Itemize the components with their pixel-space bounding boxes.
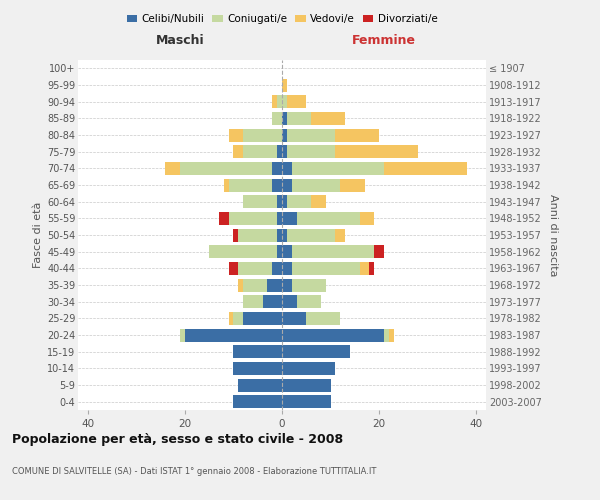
Bar [311,112,345,125]
Bar [272,162,282,175]
Bar [233,362,282,375]
Bar [238,262,272,275]
Bar [229,128,243,141]
Bar [282,278,292,291]
Bar [282,378,331,392]
Bar [282,295,296,308]
Bar [282,95,287,108]
Bar [335,228,345,241]
Bar [243,312,282,325]
Bar [277,195,282,208]
Legend: Celibi/Nubili, Coniugati/e, Vedovi/e, Divorziati/e: Celibi/Nubili, Coniugati/e, Vedovi/e, Di… [122,10,442,29]
Bar [233,395,282,408]
Text: Maschi: Maschi [155,34,205,46]
Bar [238,378,282,392]
Bar [282,328,384,342]
Bar [306,312,340,325]
Bar [277,145,282,158]
Bar [282,245,292,258]
Bar [292,245,374,258]
Bar [166,162,180,175]
Bar [282,395,331,408]
Bar [277,245,282,258]
Bar [282,262,292,275]
Bar [219,212,229,225]
Bar [224,178,229,192]
Bar [282,195,287,208]
Bar [180,162,272,175]
Bar [374,245,384,258]
Bar [229,262,238,275]
Y-axis label: Fasce di età: Fasce di età [32,202,43,268]
Bar [243,128,282,141]
Bar [282,228,287,241]
Bar [287,112,311,125]
Bar [263,295,282,308]
Bar [311,195,326,208]
Bar [272,112,282,125]
Bar [287,95,306,108]
Bar [233,312,243,325]
Bar [243,278,268,291]
Bar [282,112,287,125]
Bar [282,145,287,158]
Bar [180,328,185,342]
Bar [238,228,277,241]
Bar [209,245,277,258]
Bar [229,178,272,192]
Text: Popolazione per età, sesso e stato civile - 2008: Popolazione per età, sesso e stato civil… [12,432,343,446]
Bar [268,278,282,291]
Bar [389,328,394,342]
Bar [233,345,282,358]
Bar [370,262,374,275]
Bar [185,328,282,342]
Bar [287,228,335,241]
Bar [272,178,282,192]
Bar [243,295,263,308]
Bar [277,228,282,241]
Bar [282,345,350,358]
Bar [277,212,282,225]
Bar [292,262,360,275]
Bar [335,145,418,158]
Bar [282,362,335,375]
Bar [360,262,370,275]
Bar [292,162,384,175]
Bar [282,162,292,175]
Bar [229,212,277,225]
Bar [384,328,389,342]
Bar [229,312,233,325]
Bar [243,195,277,208]
Bar [282,312,306,325]
Y-axis label: Anni di nascita: Anni di nascita [548,194,559,276]
Bar [238,278,243,291]
Bar [296,295,321,308]
Bar [282,212,296,225]
Bar [233,145,243,158]
Bar [272,262,282,275]
Bar [292,178,340,192]
Bar [296,212,360,225]
Bar [282,178,292,192]
Bar [272,95,277,108]
Bar [340,178,365,192]
Bar [287,195,311,208]
Bar [287,128,335,141]
Bar [292,278,326,291]
Bar [335,128,379,141]
Bar [243,145,277,158]
Bar [287,145,335,158]
Bar [384,162,467,175]
Bar [360,212,374,225]
Bar [233,228,238,241]
Text: Femmine: Femmine [352,34,416,46]
Text: COMUNE DI SALVITELLE (SA) - Dati ISTAT 1° gennaio 2008 - Elaborazione TUTTITALIA: COMUNE DI SALVITELLE (SA) - Dati ISTAT 1… [12,468,376,476]
Bar [282,78,287,92]
Bar [282,128,287,141]
Bar [277,95,282,108]
